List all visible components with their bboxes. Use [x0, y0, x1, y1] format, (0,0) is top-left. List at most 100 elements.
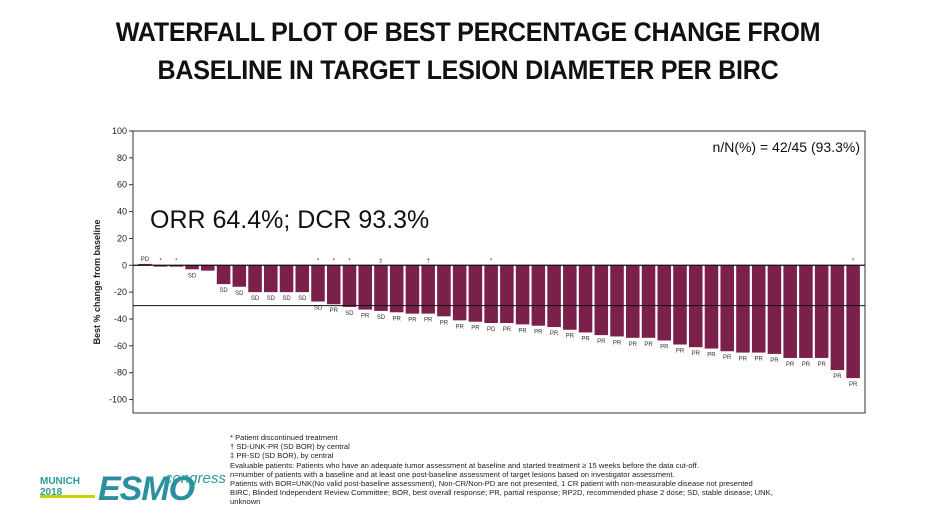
waterfall-bar	[169, 265, 184, 267]
bar-marker: ‡	[379, 258, 382, 264]
bar-response-label: PR	[707, 353, 716, 359]
waterfall-bar	[641, 265, 656, 338]
bar-marker: *	[490, 258, 493, 264]
bar-response-label: PR	[424, 318, 433, 324]
bar-marker: *	[852, 258, 855, 264]
waterfall-bar	[736, 265, 750, 353]
bar-response-label: PR	[786, 362, 795, 368]
bar-response-label: SD	[345, 311, 354, 317]
y-axis-label: Best % change from baseline	[92, 219, 102, 344]
logo-suffix: congress	[165, 470, 226, 487]
bar-marker: *	[175, 258, 178, 264]
waterfall-bar	[484, 265, 498, 324]
bar-response-label: SD	[377, 315, 386, 321]
waterfall-bar	[704, 265, 719, 349]
footnote: BIRC, Blinded Independent Review Committ…	[230, 488, 773, 498]
waterfall-bar	[468, 265, 483, 322]
y-tick-label: -80	[114, 368, 127, 378]
y-tick-label: 0	[122, 260, 127, 270]
waterfall-bar	[531, 265, 546, 326]
bar-marker: *	[159, 258, 162, 264]
waterfall-bar	[279, 265, 294, 293]
bar-response-label: SD	[282, 296, 291, 302]
bar-marker: †	[427, 258, 430, 264]
bar-response-label: PR	[613, 340, 622, 346]
y-tick-label: -100	[109, 395, 127, 405]
waterfall-bar	[138, 263, 152, 266]
bar-response-label: PR	[361, 314, 370, 320]
waterfall-bar	[563, 265, 577, 330]
bar-response-label: PR	[802, 362, 811, 368]
y-tick-label: 100	[112, 126, 127, 136]
waterfall-bar	[751, 265, 766, 353]
bar-response-label: SD	[314, 306, 323, 312]
chart-title-line-1: WATERFALL PLOT OF BEST PERCENTAGE CHANGE…	[115, 17, 821, 47]
waterfall-bar	[216, 265, 231, 285]
waterfall-bar	[153, 265, 168, 267]
waterfall-bar	[688, 265, 703, 348]
waterfall-bar	[248, 265, 262, 293]
bar-response-label: SD	[219, 288, 228, 294]
footnote: Evaluable patients: Patients who have an…	[230, 460, 699, 470]
bar-response-label: PR	[455, 324, 464, 330]
footnotes: * Patient discontinued treatment † SD-UN…	[230, 433, 920, 507]
bar-response-label: SD	[267, 296, 276, 302]
bar-response-label: PR	[739, 357, 748, 363]
y-tick-label: 40	[117, 207, 127, 217]
bar-response-label: PD	[141, 257, 150, 263]
bar-response-label: PD	[487, 327, 496, 333]
footnote: Patients with BOR=UNK(No valid post-base…	[230, 479, 753, 489]
waterfall-bar	[515, 265, 530, 325]
bar-response-label: SD	[188, 273, 197, 279]
bar-response-label: PR	[566, 334, 575, 340]
chart-title-line-2: BASELINE IN TARGET LESION DIAMETER PER B…	[157, 55, 779, 85]
waterfall-bar	[437, 265, 451, 317]
waterfall-bar	[720, 265, 734, 352]
footnote: ‡ PR-SD (SD BOR), by central	[230, 451, 334, 461]
bar-response-label: PR	[330, 308, 339, 314]
bar-response-label: PR	[849, 382, 858, 388]
bar-response-label: PR	[817, 362, 826, 368]
waterfall-bar	[814, 265, 829, 358]
waterfall-bar	[578, 265, 593, 333]
waterfall-bar	[547, 265, 561, 328]
waterfall-bar	[389, 265, 404, 313]
waterfall-bar	[657, 265, 672, 341]
bar-response-label: PR	[597, 339, 606, 345]
bar-response-label: PR	[534, 330, 543, 336]
logo-accent-bar	[40, 495, 95, 498]
logo-city-year: MUNICH 2018	[40, 476, 80, 498]
y-tick-label: 20	[117, 233, 127, 243]
bar-response-label: PR	[629, 342, 638, 348]
bar-response-label: PR	[440, 320, 449, 326]
waterfall-bar	[626, 265, 640, 338]
footnote: n=number of patients with a baseline and…	[230, 469, 675, 479]
waterfall-bar	[342, 265, 357, 307]
bar-response-label: PR	[518, 328, 527, 334]
esmo-congress-logo: MUNICH 2018 ESMO congress	[40, 470, 226, 510]
bar-marker: *	[317, 258, 320, 264]
footnote: † SD-UNK-PR (SD BOR) by central	[230, 442, 350, 452]
bar-response-label: PR	[755, 357, 764, 363]
waterfall-bar	[767, 265, 782, 354]
waterfall-bar	[264, 265, 278, 293]
y-tick-label: 80	[117, 153, 127, 163]
waterfall-bar	[326, 265, 341, 305]
waterfall-chart: 100 80 60 40 20 0 -20 -40 -60 -80 -100 Best % chang…	[92, 126, 866, 414]
waterfall-bar	[421, 265, 435, 314]
bar-response-label: PR	[408, 318, 417, 324]
waterfall-bar	[358, 265, 372, 310]
bar-response-label: PR	[660, 344, 669, 350]
plot-frame	[132, 130, 866, 414]
waterfall-bar	[673, 265, 687, 345]
bar-response-label: PR	[644, 342, 653, 348]
annotation-orr-dcr: ORR 64.4%; DCR 93.3%	[150, 206, 429, 234]
bar-response-label: PR	[471, 326, 480, 332]
y-tick-label: -40	[114, 314, 127, 324]
logo-city: MUNICH	[40, 476, 80, 487]
footnote: * Patient discontinued treatment	[230, 433, 338, 442]
bar-response-label: PR	[770, 358, 779, 364]
waterfall-bar	[201, 265, 215, 271]
bar-response-label: PR	[833, 374, 842, 380]
waterfall-bar	[405, 265, 420, 314]
